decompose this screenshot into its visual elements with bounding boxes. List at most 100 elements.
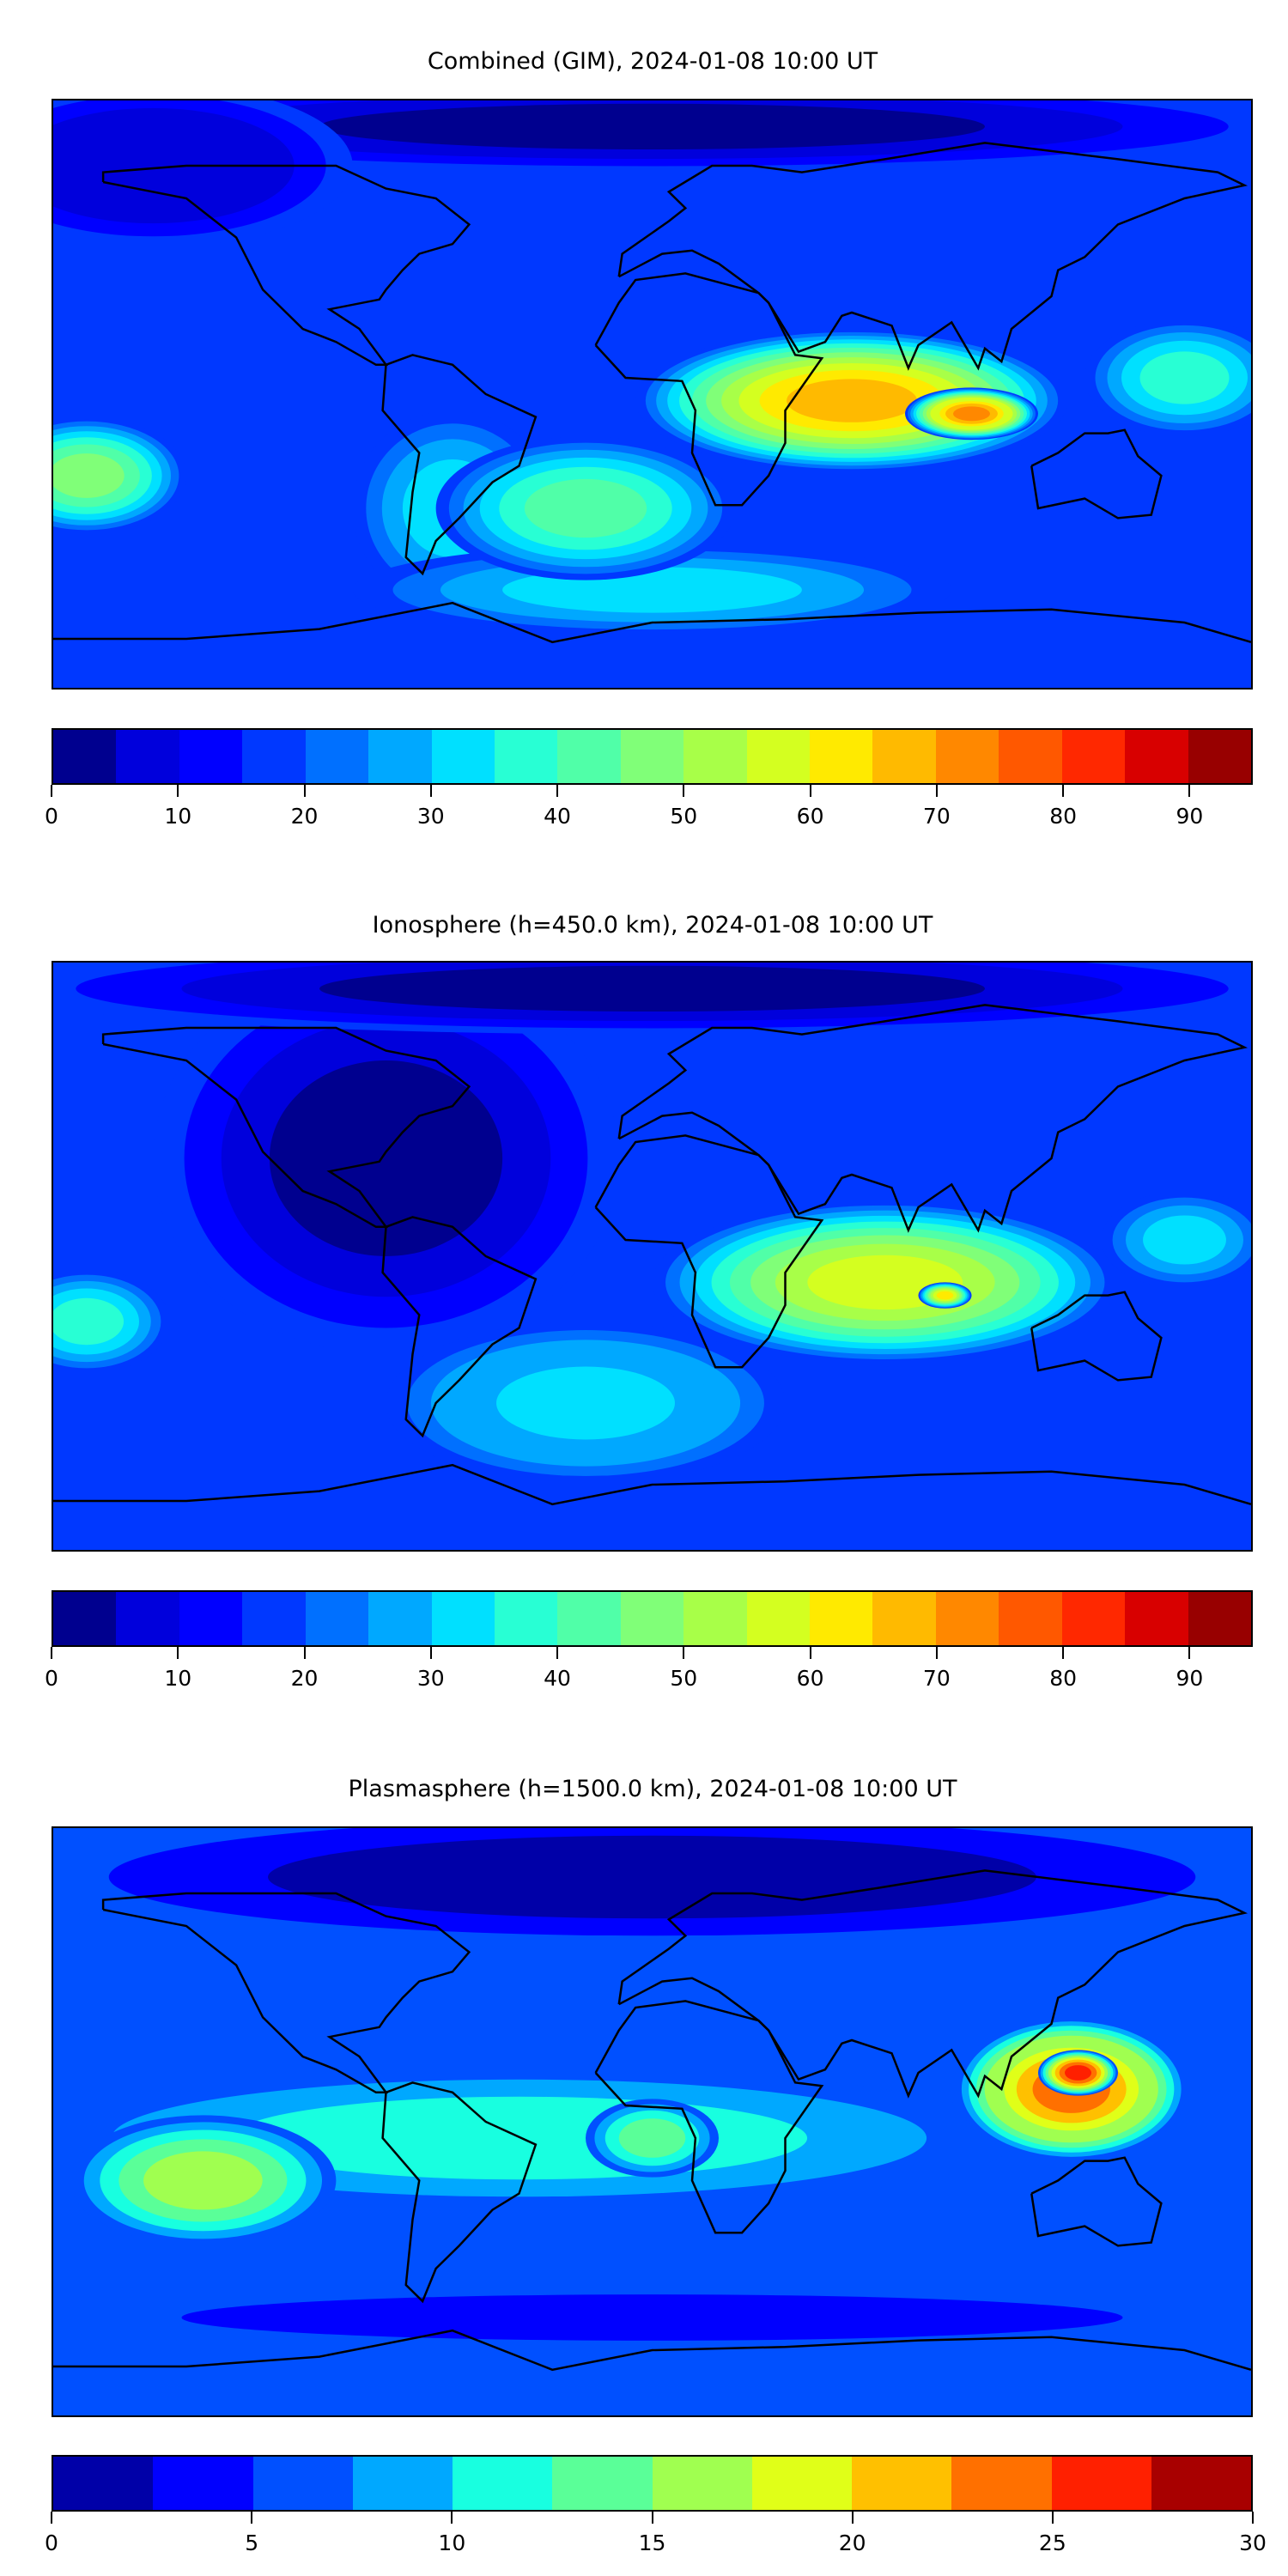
colorbar-tick bbox=[51, 1647, 52, 1659]
colorbar-segment bbox=[179, 730, 243, 783]
colorbar-segment bbox=[116, 1592, 179, 1645]
contour-band bbox=[524, 478, 647, 538]
map-plot bbox=[53, 1828, 1251, 2415]
colorbar-segment bbox=[552, 2457, 653, 2510]
coastline bbox=[619, 1870, 1245, 2095]
contour-feature bbox=[53, 1269, 170, 1374]
colorbar-segment bbox=[494, 730, 558, 783]
contour-band bbox=[53, 1297, 125, 1346]
colorbar-segment bbox=[872, 730, 936, 783]
colorbar-tick bbox=[1062, 785, 1065, 797]
colorbar-tick bbox=[1252, 2512, 1254, 2524]
colorbar-ticks-combined: 0 10 20 30 40 50 60 70 80 90 bbox=[45, 785, 1253, 836]
colorbar-tick bbox=[303, 1647, 306, 1659]
colorbar-tick-label: 20 bbox=[838, 2530, 866, 2555]
colorbar-segment bbox=[179, 1592, 243, 1645]
colorbar-segment bbox=[557, 1592, 621, 1645]
colorbar-tick bbox=[51, 2512, 52, 2524]
map-combined bbox=[52, 99, 1253, 690]
coastline bbox=[619, 143, 1245, 368]
contour-feature bbox=[435, 436, 736, 580]
colorbar-segment bbox=[810, 1592, 873, 1645]
colorbar-tick bbox=[451, 2512, 453, 2524]
colorbar-segment bbox=[746, 730, 811, 783]
colorbar-tick-label: 40 bbox=[544, 804, 571, 829]
coastline bbox=[1031, 1292, 1161, 1381]
colorbar-tick bbox=[429, 785, 432, 797]
colorbar-segment bbox=[368, 1592, 432, 1645]
colorbar-segment bbox=[1061, 730, 1126, 783]
colorbar-segment bbox=[935, 1592, 999, 1645]
colorbar-tick-label: 5 bbox=[245, 2530, 259, 2555]
colorbar-segment bbox=[242, 730, 306, 783]
colorbar-segment bbox=[368, 730, 432, 783]
contour-feature bbox=[652, 1200, 1118, 1364]
colorbar-tick-label: 20 bbox=[290, 804, 319, 829]
contour-feature bbox=[53, 416, 186, 535]
colorbar-tick-label: 90 bbox=[1176, 1666, 1204, 1691]
colorbar-tick-label: 30 bbox=[416, 1666, 445, 1691]
colorbar-segment bbox=[1188, 730, 1252, 783]
colorbar-tick-label: 60 bbox=[796, 1666, 824, 1691]
map-ionosphere bbox=[52, 961, 1253, 1552]
colorbar-tick bbox=[1051, 2512, 1054, 2524]
colorbar-tick bbox=[935, 785, 938, 797]
colorbar-ticks-ionosphere: 0 10 20 30 40 50 60 70 80 90 bbox=[45, 1647, 1253, 1698]
map-title-combined: Combined (GIM), 2024-01-08 10:00 UT bbox=[427, 48, 878, 75]
colorbar-segment bbox=[1151, 2457, 1251, 2510]
contour-band bbox=[319, 965, 985, 1012]
colorbar-segment bbox=[1051, 2457, 1151, 2510]
contour-band bbox=[496, 1366, 675, 1440]
colorbar-tick bbox=[556, 785, 559, 797]
contour-feature bbox=[53, 2285, 1251, 2350]
colorbar-tick-label: 50 bbox=[670, 804, 698, 829]
colorbar-segment bbox=[951, 2457, 1052, 2510]
colorbar-tick bbox=[303, 785, 306, 797]
coastline bbox=[1031, 2158, 1161, 2246]
coastline bbox=[596, 273, 823, 505]
colorbar-tick-label: 70 bbox=[922, 804, 951, 829]
colorbar-segment bbox=[116, 730, 179, 783]
contour-feature bbox=[53, 1828, 1251, 1949]
colorbar-tick bbox=[1188, 785, 1191, 797]
colorbar-segment bbox=[746, 1592, 811, 1645]
colorbar-segment bbox=[872, 1592, 936, 1645]
colorbar-tick bbox=[851, 2512, 854, 2524]
colorbar-tick bbox=[809, 1647, 811, 1659]
contour-band bbox=[319, 103, 985, 149]
colorbar-segment bbox=[852, 2457, 952, 2510]
colorbar-tick-label: 50 bbox=[670, 1666, 698, 1691]
colorbar-tick-label: 10 bbox=[164, 804, 192, 829]
colorbar-segment bbox=[683, 1592, 747, 1645]
colorbar-segment bbox=[751, 2457, 852, 2510]
colorbar-tick-label: 0 bbox=[45, 1666, 58, 1691]
contour-feature bbox=[1038, 2050, 1118, 2096]
colorbar-tick bbox=[429, 1647, 432, 1659]
contour-band bbox=[53, 125, 253, 207]
colorbar-tick bbox=[809, 785, 811, 797]
coastline bbox=[53, 1465, 1251, 1504]
colorbar-segment bbox=[1188, 1592, 1252, 1645]
colorbar-ionosphere bbox=[52, 1590, 1253, 1647]
colorbar-tick-label: 80 bbox=[1049, 1666, 1077, 1691]
colorbar-tick-label: 15 bbox=[638, 2530, 666, 2555]
colorbar-combined bbox=[52, 728, 1253, 785]
colorbar-segment bbox=[153, 2457, 253, 2510]
colorbar-segment bbox=[53, 730, 117, 783]
colorbar-tick bbox=[1062, 1647, 1065, 1659]
colorbar-tick-label: 20 bbox=[290, 1666, 319, 1691]
colorbar-tick bbox=[1188, 1647, 1191, 1659]
colorbar-segment bbox=[453, 2457, 553, 2510]
colorbar-ticks-plasmasphere: 0 5 10 15 20 25 30 bbox=[45, 2512, 1267, 2563]
contour-band bbox=[936, 1291, 954, 1300]
contour-band bbox=[268, 1835, 1036, 1919]
colorbar-tick-label: 30 bbox=[416, 804, 445, 829]
contour-band bbox=[618, 2118, 686, 2158]
colorbar-tick bbox=[177, 785, 179, 797]
colorbar-tick-label: 25 bbox=[1038, 2530, 1066, 2555]
colorbar-segment bbox=[810, 730, 873, 783]
colorbar-segment bbox=[935, 730, 999, 783]
colorbar-segment bbox=[652, 2457, 752, 2510]
colorbar-tick bbox=[177, 1647, 179, 1659]
colorbar-tick-label: 10 bbox=[164, 1666, 192, 1691]
